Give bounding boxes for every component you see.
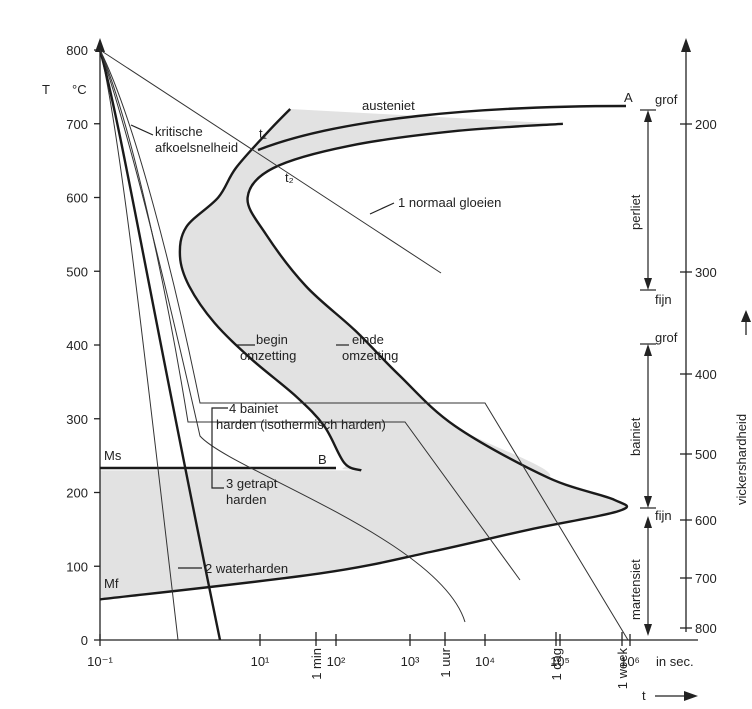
right-axis-title: vickershardheid (734, 414, 749, 505)
curve-annealing (99, 49, 442, 274)
label-mf: Mf (104, 576, 119, 591)
y-tick-label: 200 (66, 486, 88, 501)
curve-critical (99, 49, 466, 623)
time-mark-label: 1 dag (549, 648, 564, 681)
right-tick-label: 800 (695, 621, 717, 636)
label-ms: Ms (104, 448, 122, 463)
label-bainite: bainiet (628, 417, 643, 456)
x-tick-label: 10² (327, 654, 346, 669)
y-tick-label: 400 (66, 338, 88, 353)
phase-brackets (640, 109, 656, 636)
label-critical-2: afkoelsnelheid (155, 140, 238, 155)
label-fine-2: fijn (655, 508, 672, 523)
label-stepped-2: harden (226, 492, 266, 507)
y-tick-label: 300 (66, 412, 88, 427)
label-begin-1: begin (256, 332, 288, 347)
leader-stepped (211, 470, 224, 489)
label-bainite-2: harden (isothermisch harden) (216, 417, 386, 432)
time-mark-label: 1 week (615, 648, 630, 690)
x-tick-label: 10¹ (251, 654, 270, 669)
label-fine-1: fijn (655, 292, 672, 307)
time-mark-label: 1 uur (438, 647, 453, 677)
x-axis-symbol: t (642, 688, 646, 703)
curve-water-1 (99, 49, 179, 641)
leader-critical (130, 124, 154, 136)
right-tick-label: 600 (695, 513, 717, 528)
label-austenite: austeniet (362, 98, 415, 113)
label-coarse-1: grof (655, 92, 678, 107)
y-tick-label: 600 (66, 191, 88, 206)
right-axis-title-arrow (741, 310, 751, 322)
label-martensite: martensiet (628, 559, 643, 620)
right-axis-arrow (681, 38, 691, 52)
curve-water-2 (98, 49, 222, 641)
label-end-1: einde (352, 332, 384, 347)
y-axis-ticks: 0 100 200 300 400 500 600 700 800 (66, 43, 100, 648)
y-axis-arrow (95, 38, 105, 52)
label-begin-2: omzetting (240, 348, 296, 363)
label-t1: t₁ (259, 126, 268, 141)
y-tick-label: 700 (66, 117, 88, 132)
curve-stepped (99, 49, 521, 581)
y-tick-label: 0 (81, 633, 88, 648)
leader-annealing (369, 202, 395, 215)
y-axis-unit: °C (72, 82, 87, 97)
top-curve-austenite (257, 104, 627, 152)
y-tick-label: 500 (66, 264, 88, 279)
time-mark-label: 1 min (309, 648, 324, 680)
label-a: A (624, 90, 633, 105)
x-tick-label: 10⁵ (550, 654, 570, 669)
label-critical-1: kritische (155, 124, 203, 139)
martensite-region (100, 470, 627, 600)
x-tick-label: 10⁶ (620, 654, 640, 669)
right-tick-label: 500 (695, 447, 717, 462)
label-end-2: omzetting (342, 348, 398, 363)
transformation-band (179, 109, 563, 481)
label-coarse-2: grof (655, 330, 678, 345)
begin-transformation-curve (178, 108, 362, 472)
label-stepped-1: 3 getrapt (226, 476, 278, 491)
curve-bainite (99, 49, 629, 641)
right-tick-label: 400 (695, 367, 717, 382)
x-axis-unit: in sec. (656, 654, 694, 669)
right-tick-label: 700 (695, 571, 717, 586)
label-water: 2 waterharden (205, 561, 288, 576)
x-tick-label: 10⁻¹ (87, 654, 113, 669)
y-axis-symbol: T (42, 82, 50, 97)
right-tick-label: 200 (695, 117, 717, 132)
label-b: B (318, 452, 327, 467)
x-axis-ticks: 10⁻¹ 10¹ 10² 10³ 10⁴ 10⁵ 10⁶ 1 min 1 uur 1 dag 1 w… (87, 632, 640, 689)
y-tick-label: 100 (66, 559, 88, 574)
x-axis-arrow (684, 691, 698, 701)
right-axis-ticks: 200 300 400 500 600 700 800 (680, 117, 717, 636)
label-t2: t₂ (285, 170, 294, 185)
x-tick-label: 10⁴ (475, 654, 495, 669)
leader-bainite (211, 407, 228, 470)
label-bainite-1: 4 bainiet (229, 401, 279, 416)
x-tick-label: 10³ (401, 654, 420, 669)
right-tick-label: 300 (695, 265, 717, 280)
y-tick-label: 800 (66, 43, 88, 58)
label-annealing: 1 normaal gloeien (398, 195, 501, 210)
label-perlite: perliet (628, 194, 643, 230)
end-transformation-curve (99, 122, 629, 601)
